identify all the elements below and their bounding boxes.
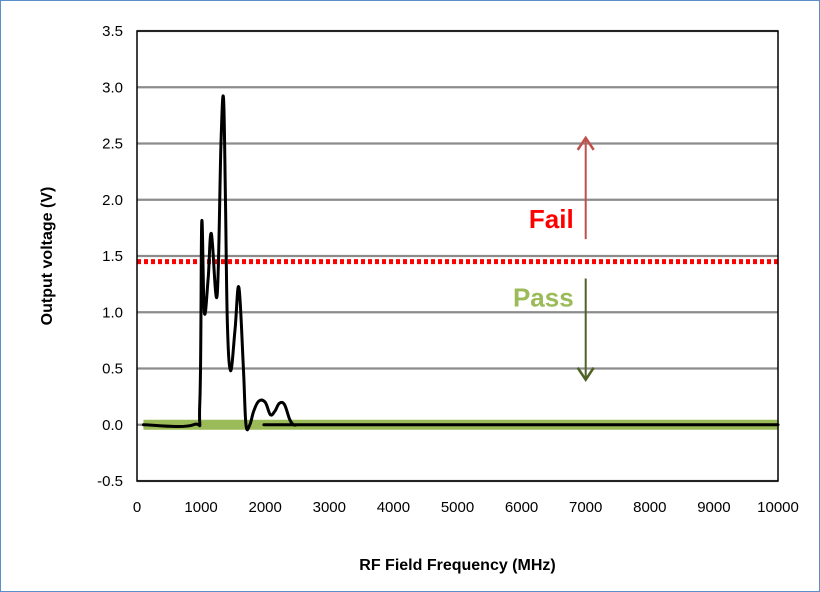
- x-tick-label: 2000: [249, 499, 282, 516]
- y-tick-label: 3.0: [102, 79, 123, 96]
- annotations-group: Fail Pass: [513, 204, 574, 313]
- arrows-group: [576, 135, 595, 383]
- x-tick-label: 7000: [569, 499, 602, 516]
- series-group: [141, 94, 780, 432]
- y-tick-label: 1.0: [102, 304, 123, 321]
- x-tick-label: 6000: [505, 499, 538, 516]
- x-tick-label: 9000: [697, 499, 730, 516]
- y-tick-label: -0.5: [97, 473, 123, 490]
- x-tick-label: 8000: [633, 499, 666, 516]
- fail-label: Fail: [529, 204, 574, 234]
- y-tick-label: 1.5: [102, 248, 123, 265]
- y-tick-labels: 3.5 3.0 2.5 2.0 1.5 1.0 0.5 0.0 -0.5: [97, 23, 123, 490]
- x-tick-label: 5000: [441, 499, 474, 516]
- x-tick-labels: 0 1000 2000 3000 4000 5000 6000 7000 8000 9000 100…: [133, 499, 799, 516]
- plot-area-border: [136, 30, 779, 482]
- y-tick-label: 0.5: [102, 361, 123, 378]
- pass-label: Pass: [513, 283, 574, 313]
- x-tick-label: 3000: [313, 499, 346, 516]
- series-line: [141, 94, 780, 432]
- y-tick-label: 2.0: [102, 192, 123, 209]
- x-tick-label: 0: [133, 499, 141, 516]
- y-tick-label: 2.5: [102, 136, 123, 153]
- down-arrow-icon: [576, 367, 595, 383]
- y-axis-title: Output voltage (V): [39, 187, 56, 326]
- x-tick-label: 4000: [377, 499, 410, 516]
- x-tick-label: 1000: [184, 499, 217, 516]
- gridlines: [137, 29, 778, 483]
- x-tick-label: 10000: [757, 499, 799, 516]
- y-tick-label: 0.0: [102, 417, 123, 434]
- x-axis-title: RF Field Frequency (MHz): [359, 557, 555, 574]
- y-tick-label: 3.5: [102, 23, 123, 40]
- up-arrow-icon: [576, 135, 595, 151]
